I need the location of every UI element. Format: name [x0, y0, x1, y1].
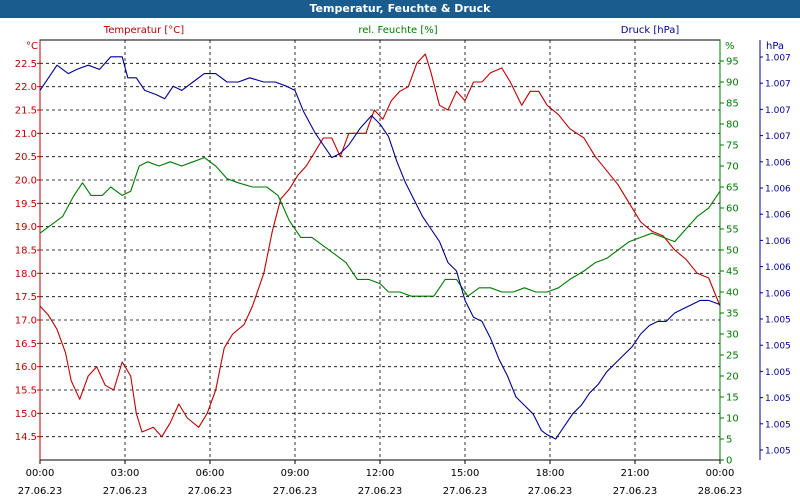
right-tick-label: 1.006: [765, 211, 791, 221]
middle-tick-label: 85: [726, 99, 739, 110]
left-tick-label: 19.5: [15, 199, 37, 210]
x-tick-label-date: 27.06.23: [103, 486, 148, 497]
right-tick-label: 1.005: [765, 447, 791, 457]
left-tick-label: 22.5: [15, 59, 37, 70]
x-tick-label-date: 27.06.23: [188, 486, 233, 497]
humidity-line: [39, 157, 721, 297]
x-tick-label-date: 27.06.23: [443, 486, 488, 497]
right-axis: 1.005 1.005 1.005 1.005 1.005 1.005 1.006 1.006…: [759, 40, 791, 460]
right-tick-label: 1.007: [765, 132, 791, 142]
unit-label-percent: %: [725, 41, 735, 52]
right-tick-label: 1.006: [765, 237, 791, 247]
left-tick-label: 19.0: [15, 222, 37, 233]
series-label-humidity: rel. Feuchte [%]: [358, 25, 437, 36]
left-tick-label: 16.5: [15, 339, 37, 350]
middle-tick-label: 10: [726, 414, 739, 425]
middle-tick-label: 30: [726, 330, 739, 341]
right-tick-label: 1.007: [765, 54, 791, 64]
left-tick-label: 17.5: [15, 292, 37, 303]
right-tick-label: 1.005: [765, 420, 791, 430]
x-tick-label-time: 00:00: [26, 468, 55, 479]
right-tick-label: 1.006: [765, 158, 791, 168]
middle-tick-label: 90: [726, 78, 739, 89]
x-tick-label-time: 15:00: [451, 468, 480, 479]
left-tick-label: 21.5: [15, 106, 37, 117]
x-tick-label-time: 21:00: [621, 468, 650, 479]
right-tick-label: 1.005: [765, 316, 791, 326]
x-tick-label-time: 00:00: [706, 468, 735, 479]
middle-tick-label: 80: [726, 120, 739, 131]
left-tick-label: 14.5: [15, 432, 37, 443]
x-tick-label-date: 27.06.23: [613, 486, 658, 497]
left-tick-label: 20.5: [15, 152, 37, 163]
middle-tick-label: 45: [726, 267, 739, 278]
x-axis: 00:00 27.06.23 03:00 27.06.23 06:00 27.06.23 0…: [18, 460, 743, 497]
middle-axis: 0 5 10 15 20 25 30 35 40 45 50 55 60 65 70 75 80 85 90 95: [719, 40, 739, 467]
chart-svg: Temperatur [°C] rel. Feuchte [%] Druck […: [15, 25, 791, 497]
middle-tick-label: 0: [726, 456, 732, 467]
right-tick-label: 1.005: [765, 342, 791, 352]
middle-tick-label: 75: [726, 141, 739, 152]
middle-tick-label: 15: [726, 393, 739, 404]
series-label-pressure: Druck [hPa]: [621, 25, 680, 36]
middle-tick-label: 50: [726, 246, 739, 257]
left-tick-label: 22.0: [15, 82, 37, 93]
right-tick-label: 1.007: [765, 80, 791, 90]
middle-tick-label: 25: [726, 351, 739, 362]
left-tick-label: 15.0: [15, 409, 37, 420]
left-tick-label: 16.0: [15, 362, 37, 373]
x-tick-label-time: 03:00: [111, 468, 140, 479]
right-tick-label: 1.006: [765, 185, 791, 195]
x-tick-label-date: 27.06.23: [528, 486, 573, 497]
x-tick-label-date: 27.06.23: [18, 486, 63, 497]
x-tick-label-date: 27.06.23: [358, 486, 403, 497]
right-tick-label: 1.006: [765, 289, 791, 299]
x-tick-label-time: 12:00: [366, 468, 395, 479]
left-axis: 14.5 15.0 15.5 16.0 16.5 17.0 17.5 18.0 18.5 19.0…: [15, 40, 41, 460]
x-tick-label-time: 18:00: [536, 468, 565, 479]
middle-tick-label: 35: [726, 309, 739, 320]
middle-tick-label: 40: [726, 288, 739, 299]
unit-label-hpa: hPa: [766, 41, 784, 52]
middle-tick-label: 60: [726, 204, 739, 215]
series-label-temperature: Temperatur [°C]: [103, 25, 184, 36]
series-lines: [39, 53, 721, 440]
right-tick-label: 1.007: [765, 106, 791, 116]
pressure-line: [39, 56, 721, 440]
middle-tick-label: 20: [726, 372, 739, 383]
left-tick-label: 15.5: [15, 386, 37, 397]
x-tick-label-date: 28.06.23: [698, 486, 743, 497]
middle-tick-label: 95: [726, 57, 739, 68]
left-tick-label: 18.0: [15, 269, 37, 280]
x-tick-label-time: 09:00: [281, 468, 310, 479]
middle-tick-label: 70: [726, 162, 739, 173]
middle-tick-label: 65: [726, 183, 739, 194]
chart-title: Temperatur, Feuchte & Druck: [0, 0, 800, 18]
left-tick-label: 20.0: [15, 176, 37, 187]
middle-tick-label: 5: [726, 435, 732, 446]
left-tick-label: 17.0: [15, 316, 37, 327]
right-tick-label: 1.005: [765, 394, 791, 404]
x-tick-label-date: 27.06.23: [273, 486, 318, 497]
x-tick-label-time: 06:00: [196, 468, 225, 479]
right-tick-label: 1.006: [765, 263, 791, 273]
unit-label-celsius: °C: [26, 41, 38, 52]
left-tick-label: 21.0: [15, 129, 37, 140]
right-tick-label: 1.005: [765, 368, 791, 378]
left-tick-label: 18.5: [15, 246, 37, 257]
grid-lines: [40, 40, 720, 460]
middle-tick-label: 55: [726, 225, 739, 236]
